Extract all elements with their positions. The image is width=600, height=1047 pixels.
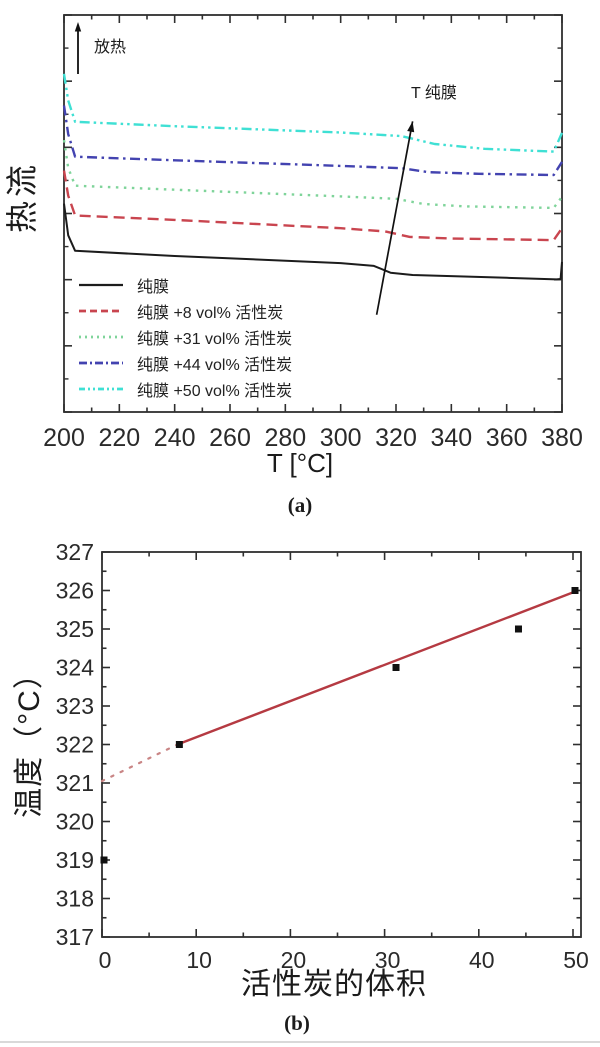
svg-text:240: 240 (154, 424, 196, 452)
panel-a-plot: 200 220 240 260 280 300 320 340 360 380 (43, 14, 583, 452)
panel-b-x-axis-label: 活性炭的体积 (241, 968, 427, 1001)
svg-text:20: 20 (281, 947, 307, 973)
svg-text:326: 326 (56, 578, 94, 604)
svg-text:360: 360 (486, 424, 528, 452)
svg-text:380: 380 (541, 424, 583, 452)
svg-text:319: 319 (56, 847, 94, 873)
legend-line-swatch (79, 335, 123, 339)
legend-item: 纯膜 +31 vol% 活性炭 (78, 324, 292, 350)
legend-item-label: 纯膜 +8 vol% 活性炭 (137, 305, 284, 322)
panel-a-y-axis-label: 热流 (4, 160, 40, 234)
panel-b-plot: 0 10 20 30 40 50 317 318 319 320 321 322 323 324 325 32… (56, 539, 589, 973)
svg-text:318: 318 (56, 886, 94, 912)
panel-a-x-axis-label: T [°C] (266, 448, 334, 478)
legend-item: 纯膜 +8 vol% 活性炭 (78, 298, 292, 324)
legend-item-label: 纯膜 +31 vol% 活性炭 (137, 331, 293, 348)
legend-line-swatch (79, 283, 123, 287)
pure-film-peak-annotation: T 纯膜 (411, 85, 457, 102)
svg-text:260: 260 (209, 424, 251, 452)
svg-text:0: 0 (99, 947, 112, 973)
svg-text:325: 325 (56, 616, 94, 642)
legend-item-label: 纯膜 +44 vol% 活性炭 (137, 357, 293, 374)
legend-item: 纯膜 +50 vol% 活性炭 (78, 376, 292, 402)
svg-text:200: 200 (43, 424, 85, 452)
svg-text:320: 320 (56, 809, 94, 835)
exothermic-label: 放热 (94, 39, 127, 56)
svg-text:317: 317 (56, 924, 94, 950)
legend-line-swatch (79, 361, 123, 365)
svg-text:30: 30 (375, 947, 401, 973)
legend: 纯膜 纯膜 +8 vol% 活性炭 纯膜 +31 vol% 活性炭 纯膜 +44… (78, 272, 292, 402)
svg-text:327: 327 (56, 539, 94, 565)
svg-text:322: 322 (56, 732, 94, 758)
svg-text:324: 324 (56, 655, 95, 681)
svg-text:340: 340 (430, 424, 472, 452)
svg-text:220: 220 (98, 424, 140, 452)
svg-text:280: 280 (264, 424, 306, 452)
panel-b-y-axis-label: 温度（°C） (13, 658, 46, 818)
svg-text:10: 10 (186, 947, 212, 973)
svg-text:300: 300 (320, 424, 362, 452)
legend-item-label: 纯膜 (137, 279, 170, 296)
legend-item-label: 纯膜 +50 vol% 活性炭 (137, 383, 293, 400)
legend-line-swatch (79, 309, 123, 313)
legend-item: 纯膜 +44 vol% 活性炭 (78, 350, 292, 376)
svg-text:50: 50 (563, 947, 589, 973)
svg-text:321: 321 (56, 770, 94, 796)
legend-item: 纯膜 (78, 272, 292, 298)
panel-b-label: (b) (284, 1011, 310, 1035)
bottom-divider (0, 1041, 600, 1043)
legend-line-swatch (79, 387, 123, 391)
panel-a-label: (a) (287, 493, 313, 517)
svg-text:40: 40 (469, 947, 495, 973)
svg-text:320: 320 (375, 424, 417, 452)
svg-text:323: 323 (56, 693, 94, 719)
